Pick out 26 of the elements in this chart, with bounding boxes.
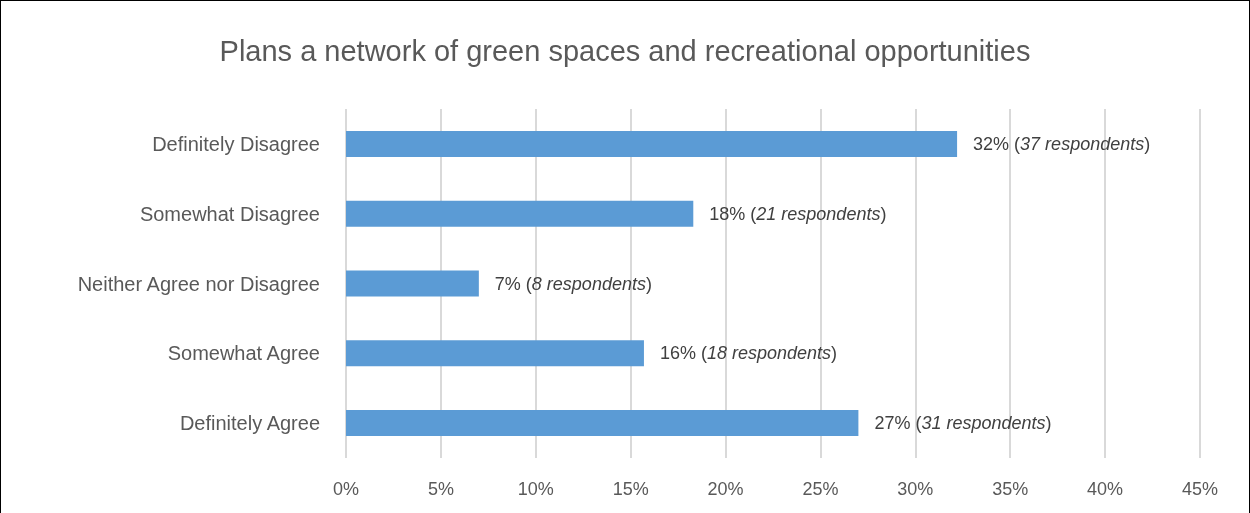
data-label: 32% (37 respondents)	[973, 133, 1151, 154]
x-tick-label: 20%	[707, 479, 744, 499]
y-tick-label: Somewhat Agree	[167, 342, 320, 365]
x-tick-label: 15%	[612, 479, 649, 499]
bar	[346, 200, 694, 227]
x-tick-label: 30%	[897, 479, 934, 499]
x-tick-label: 35%	[992, 479, 1029, 499]
bar	[346, 340, 644, 367]
y-tick-label: Definitely Disagree	[152, 132, 320, 155]
data-label: 7% (8 respondents)	[494, 273, 652, 294]
chart-title: Plans a network of green spaces and recreational opportunities	[219, 34, 1031, 67]
x-tick-label: 25%	[802, 479, 839, 499]
y-tick-label: Somewhat Disagree	[139, 202, 320, 225]
x-tick-label: 5%	[427, 479, 454, 499]
bar	[346, 130, 958, 157]
data-label: 18% (21 respondents)	[709, 203, 887, 224]
data-label: 16% (18 respondents)	[659, 343, 838, 364]
x-tick-label: 10%	[517, 479, 554, 499]
bar	[346, 410, 859, 437]
x-tick-label: 40%	[1087, 479, 1124, 499]
bar	[346, 270, 479, 297]
y-tick-label: Definitely Agree	[179, 412, 320, 435]
x-tick-label: 45%	[1181, 479, 1219, 499]
y-tick-label: Neither Agree nor Disagree	[77, 272, 320, 295]
data-label: 27% (31 respondents)	[874, 413, 1052, 434]
x-tick-label: 0%	[332, 479, 360, 499]
